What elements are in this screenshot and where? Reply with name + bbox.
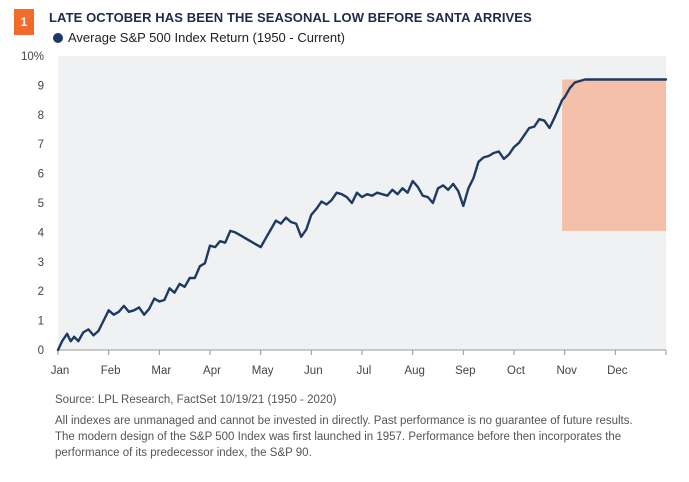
x-tick-label: Apr xyxy=(203,365,221,377)
line-chart: 0 1 2 3 4 5 6 7 8 9 10% Jan Feb Mar Apr May Jun Jul Aug Sep… xyxy=(21,51,668,377)
x-tick-label: Feb xyxy=(101,365,121,377)
y-tick-label: 8 xyxy=(38,110,44,122)
y-tick-label: 3 xyxy=(38,257,44,269)
disclaimer-line-1: All indexes are unmanaged and cannot be … xyxy=(55,415,633,427)
chart-title: LATE OCTOBER HAS BEEN THE SEASONAL LOW B… xyxy=(49,10,532,25)
x-tick-label: Nov xyxy=(556,365,577,377)
x-tick-label: Jan xyxy=(51,365,70,377)
x-tick-label: Dec xyxy=(607,365,628,377)
legend-marker xyxy=(53,32,63,43)
y-tick-label: 7 xyxy=(38,139,44,151)
x-tick-label: Oct xyxy=(507,365,526,377)
chart-number-badge: 1 xyxy=(14,9,34,35)
y-tick-label: 4 xyxy=(38,227,45,239)
x-tick-label: Aug xyxy=(404,365,424,377)
series-line xyxy=(56,78,668,352)
highlight-region xyxy=(562,79,666,231)
x-tick-label: May xyxy=(252,365,274,377)
x-tick-label: Mar xyxy=(151,365,171,377)
x-tick-label: Sep xyxy=(455,365,475,377)
legend-label: Average S&P 500 Index Return (1950 - Cur… xyxy=(68,30,346,45)
y-tick-label: 0 xyxy=(38,345,44,357)
disclaimer: All indexes are unmanaged and cannot be … xyxy=(55,413,680,461)
source-note: Source: LPL Research, FactSet 10/19/21 (… xyxy=(55,394,337,406)
x-tick-label: Jul xyxy=(357,365,372,377)
y-tick-label: 1 xyxy=(38,316,44,328)
y-tick-label: 2 xyxy=(38,286,44,298)
x-tick-label: Jun xyxy=(304,365,323,377)
y-tick-label: 10% xyxy=(21,51,44,63)
chart-legend: Average S&P 500 Index Return (1950 - Cur… xyxy=(53,30,345,45)
y-tick-label: 9 xyxy=(38,80,44,92)
disclaimer-line-2: The modern design of the S&P 500 Index w… xyxy=(55,431,622,459)
y-tick-label: 5 xyxy=(38,198,44,210)
y-tick-label: 6 xyxy=(38,169,44,181)
